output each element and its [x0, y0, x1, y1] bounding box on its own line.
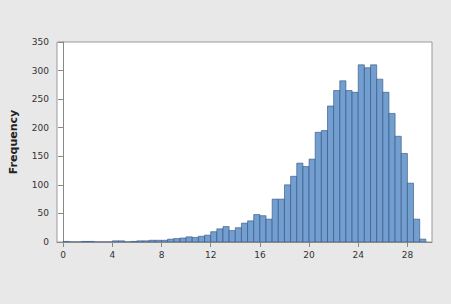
- svg-text:16: 16: [254, 250, 266, 260]
- svg-text:350: 350: [32, 37, 49, 47]
- svg-text:24: 24: [353, 250, 365, 260]
- svg-text:0: 0: [60, 250, 66, 260]
- svg-text:200: 200: [32, 123, 49, 133]
- svg-text:100: 100: [32, 180, 49, 190]
- svg-text:20: 20: [303, 250, 315, 260]
- svg-text:0: 0: [43, 237, 49, 247]
- svg-text:Frequency: Frequency: [7, 110, 20, 174]
- svg-text:50: 50: [38, 208, 50, 218]
- svg-text:4: 4: [109, 250, 115, 260]
- svg-text:8: 8: [159, 250, 165, 260]
- svg-text:300: 300: [32, 66, 49, 76]
- svg-text:28: 28: [402, 250, 414, 260]
- svg-text:150: 150: [32, 151, 49, 161]
- svg-text:250: 250: [32, 94, 49, 104]
- svg-text:12: 12: [205, 250, 216, 260]
